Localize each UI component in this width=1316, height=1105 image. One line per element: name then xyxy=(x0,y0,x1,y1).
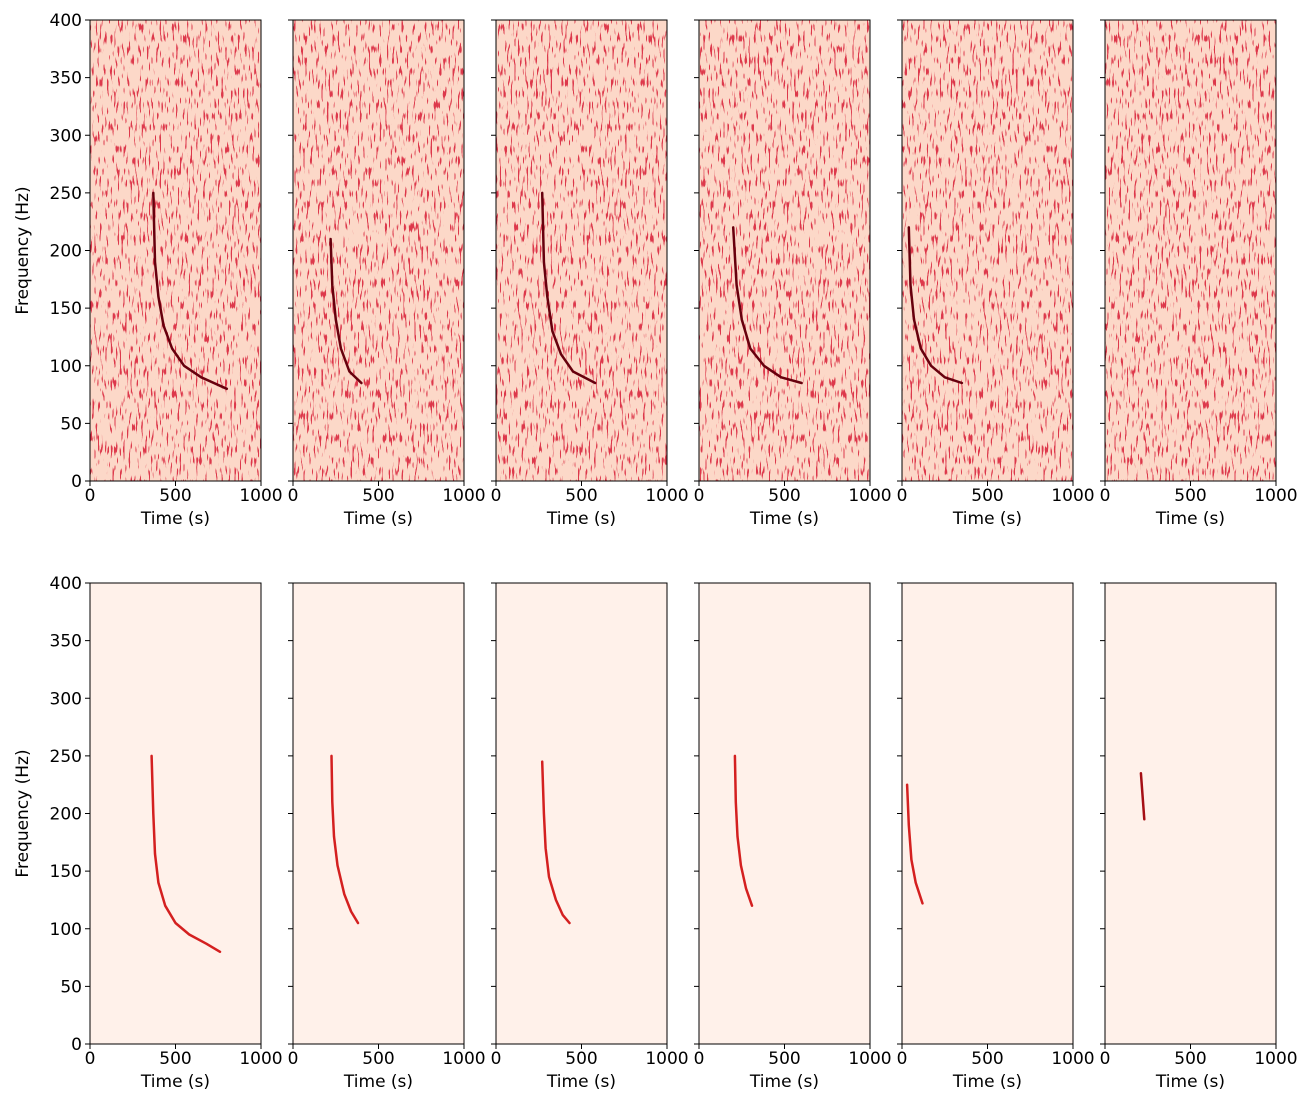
y-tick-label: 0 xyxy=(71,1035,82,1055)
x-tick-label: 500 xyxy=(1174,1049,1206,1069)
chirp-track xyxy=(329,237,363,385)
x-tick-label: 500 xyxy=(971,486,1003,506)
x-tick-label: 0 xyxy=(491,1049,502,1069)
chirp-track xyxy=(905,783,924,905)
x-axis-label: Time (s) xyxy=(140,1072,210,1092)
y-tick-label: 200 xyxy=(50,805,82,825)
y-tick-label: 250 xyxy=(50,747,82,767)
x-tick-label: 1000 xyxy=(1254,486,1297,506)
x-tick-label: 1000 xyxy=(1254,1049,1297,1069)
x-axis-label: Time (s) xyxy=(749,509,819,529)
x-tick-label: 500 xyxy=(362,1049,394,1069)
chirp-track xyxy=(540,760,571,925)
x-axis-label: Time (s) xyxy=(343,509,413,529)
x-tick-label: 1000 xyxy=(442,486,485,506)
x-axis-label: Time (s) xyxy=(546,1072,616,1092)
x-tick-label: 0 xyxy=(1100,1049,1111,1069)
y-tick-label: 400 xyxy=(50,574,82,594)
plot-background xyxy=(1105,583,1276,1044)
x-tick-label: 0 xyxy=(694,1049,705,1069)
x-tick-label: 0 xyxy=(694,486,705,506)
x-tick-label: 0 xyxy=(897,486,908,506)
noise-texture xyxy=(699,20,870,481)
y-tick-label: 50 xyxy=(60,977,82,997)
y-axis-label: Frequency (Hz) xyxy=(13,186,33,314)
y-tick-label: 100 xyxy=(50,920,82,940)
x-tick-label: 500 xyxy=(1174,486,1206,506)
x-axis-label: Time (s) xyxy=(140,509,210,529)
plot-background xyxy=(699,583,870,1044)
y-tick-label: 350 xyxy=(50,69,82,89)
x-tick-label: 500 xyxy=(971,1049,1003,1069)
y-tick-label: 100 xyxy=(50,357,82,377)
x-tick-label: 1000 xyxy=(1051,1049,1094,1069)
x-axis-label: Time (s) xyxy=(546,509,616,529)
x-tick-label: 500 xyxy=(565,486,597,506)
chirp-track xyxy=(150,754,222,954)
x-tick-label: 1000 xyxy=(239,1049,282,1069)
x-tick-label: 1000 xyxy=(239,486,282,506)
plot-background xyxy=(902,583,1073,1044)
y-tick-label: 300 xyxy=(50,689,82,709)
x-tick-label: 500 xyxy=(768,1049,800,1069)
y-tick-label: 50 xyxy=(60,414,82,434)
x-tick-label: 0 xyxy=(85,486,96,506)
chirp-track xyxy=(731,226,803,385)
noise-texture xyxy=(902,20,1073,481)
x-tick-label: 0 xyxy=(491,486,502,506)
x-tick-label: 1000 xyxy=(848,1049,891,1069)
x-tick-label: 0 xyxy=(1100,486,1111,506)
plot-background xyxy=(496,583,667,1044)
x-tick-label: 0 xyxy=(897,1049,908,1069)
y-axis-label: Frequency (Hz) xyxy=(13,749,33,877)
noise-texture xyxy=(90,20,261,481)
y-tick-label: 400 xyxy=(50,11,82,31)
x-tick-label: 0 xyxy=(288,1049,299,1069)
x-tick-label: 1000 xyxy=(848,486,891,506)
x-axis-label: Time (s) xyxy=(952,1072,1022,1092)
chirp-track xyxy=(152,191,229,391)
x-axis-label: Time (s) xyxy=(1155,509,1225,529)
x-tick-label: 1000 xyxy=(442,1049,485,1069)
plot-background xyxy=(293,583,464,1044)
y-tick-label: 350 xyxy=(50,632,82,652)
y-tick-label: 300 xyxy=(50,126,82,146)
y-tick-label: 150 xyxy=(50,862,82,882)
x-axis-label: Time (s) xyxy=(749,1072,819,1092)
x-axis-label: Time (s) xyxy=(343,1072,413,1092)
x-tick-label: 1000 xyxy=(645,1049,688,1069)
x-tick-label: 0 xyxy=(288,486,299,506)
x-tick-label: 500 xyxy=(159,1049,191,1069)
y-tick-label: 0 xyxy=(71,472,82,492)
x-tick-label: 1000 xyxy=(645,486,688,506)
noise-texture xyxy=(496,20,667,481)
x-tick-label: 500 xyxy=(159,486,191,506)
x-tick-label: 1000 xyxy=(1051,486,1094,506)
x-tick-label: 500 xyxy=(362,486,394,506)
y-tick-label: 150 xyxy=(50,299,82,319)
chirp-track xyxy=(330,754,360,925)
plot-background xyxy=(90,583,261,1044)
x-tick-label: 500 xyxy=(768,486,800,506)
x-tick-label: 0 xyxy=(85,1049,96,1069)
x-axis-label: Time (s) xyxy=(1155,1072,1225,1092)
chirp-track xyxy=(540,191,597,385)
chirp-track xyxy=(907,226,964,385)
x-axis-label: Time (s) xyxy=(952,509,1022,529)
noise-texture xyxy=(1105,20,1276,481)
y-tick-label: 200 xyxy=(50,242,82,262)
chirp-track xyxy=(733,754,754,907)
chirp-track xyxy=(1139,771,1146,821)
noise-texture xyxy=(293,20,464,481)
x-tick-label: 500 xyxy=(565,1049,597,1069)
y-tick-label: 250 xyxy=(50,184,82,204)
